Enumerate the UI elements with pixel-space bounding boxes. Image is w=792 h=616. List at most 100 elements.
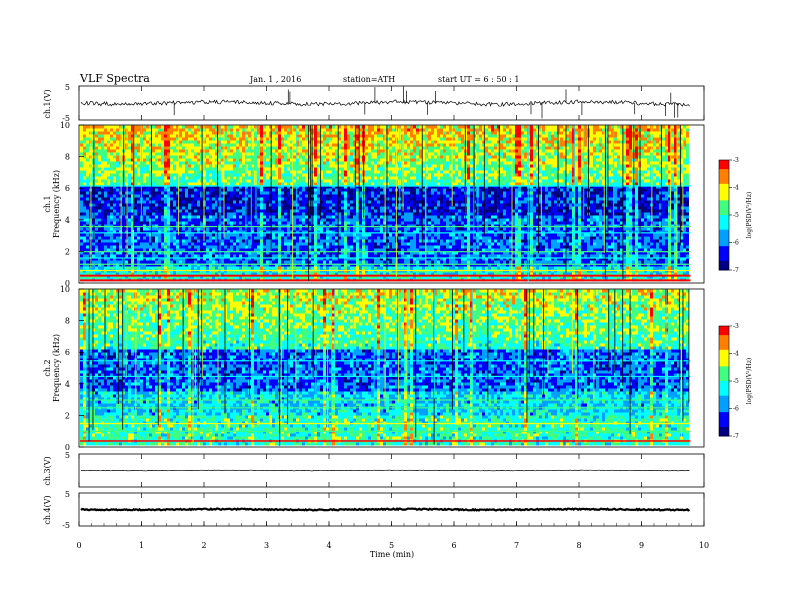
spec1-pixel bbox=[173, 263, 176, 267]
spec1-pixel bbox=[245, 155, 248, 159]
spec1-pixel bbox=[242, 176, 245, 180]
spec1-pixel bbox=[317, 185, 320, 189]
spec1-pixel bbox=[329, 164, 332, 168]
spec1-pixel bbox=[365, 137, 368, 141]
spec1-pixel bbox=[260, 236, 263, 240]
spec1-pixel bbox=[158, 176, 161, 180]
spec1-pixel bbox=[191, 143, 194, 147]
spec1-pixel bbox=[113, 206, 116, 210]
spec1-pixel bbox=[242, 158, 245, 162]
spec1-pixel bbox=[296, 233, 299, 237]
spec1-pixel bbox=[266, 230, 269, 234]
spec1-pixel bbox=[95, 272, 98, 276]
spec1-pixel bbox=[179, 158, 182, 162]
spec1-pixel bbox=[335, 140, 338, 144]
spec1-pixel bbox=[80, 275, 83, 279]
spec1-pixel bbox=[326, 161, 329, 165]
spec1-pixel bbox=[257, 215, 260, 219]
spec1-pixel bbox=[167, 227, 170, 231]
spec1-pixel bbox=[146, 194, 149, 198]
spec1-pixel bbox=[305, 227, 308, 231]
spec1-pixel bbox=[125, 128, 128, 132]
spec1-pixel bbox=[248, 194, 251, 198]
spec1-pixel bbox=[362, 233, 365, 237]
spec1-pixel bbox=[92, 275, 95, 279]
spec1-pixel bbox=[221, 242, 224, 246]
spec1-pixel bbox=[218, 185, 221, 189]
spec1-pixel bbox=[83, 194, 86, 198]
spec1-pixel bbox=[149, 221, 152, 225]
spec1-pixel bbox=[350, 176, 353, 180]
spec1-pixel bbox=[326, 188, 329, 192]
spec1-pixel bbox=[308, 149, 311, 153]
spec1-pixel bbox=[200, 173, 203, 177]
spec1-pixel bbox=[80, 146, 83, 150]
spec1-pixel bbox=[302, 242, 305, 246]
spec1-pixel bbox=[356, 149, 359, 153]
spec1-pixel bbox=[287, 218, 290, 222]
spec1-pixel bbox=[350, 182, 353, 186]
spec1-pixel bbox=[119, 203, 122, 207]
spec1-pixel bbox=[200, 167, 203, 171]
spec1-pixel bbox=[317, 140, 320, 144]
spec1-pixel bbox=[236, 239, 239, 243]
spec1-pixel bbox=[290, 137, 293, 141]
spec1-pixel bbox=[86, 125, 89, 129]
spec1-pixel bbox=[245, 257, 248, 261]
spec1-pixel bbox=[257, 248, 260, 252]
spec1-pixel bbox=[176, 149, 179, 153]
spec1-pixel bbox=[275, 200, 278, 204]
spec1-pixel bbox=[209, 155, 212, 159]
spec1-pixel bbox=[233, 185, 236, 189]
spec1-pixel bbox=[236, 236, 239, 240]
spec1-pixel bbox=[257, 170, 260, 174]
spec1-pixel bbox=[200, 185, 203, 189]
spec1-pixel bbox=[305, 221, 308, 225]
spec1-pixel bbox=[155, 257, 158, 261]
spec1-pixel bbox=[125, 275, 128, 279]
spec1-pixel bbox=[209, 206, 212, 210]
spec1-pixel bbox=[95, 257, 98, 261]
spec1-pixel bbox=[104, 260, 107, 264]
spec1-pixel bbox=[329, 158, 332, 162]
spec1-pixel bbox=[257, 275, 260, 279]
spec1-pixel bbox=[236, 155, 239, 159]
spec1-pixel bbox=[350, 227, 353, 231]
spec1-pixel bbox=[227, 140, 230, 144]
spec1-pixel bbox=[257, 182, 260, 186]
spec1-pixel bbox=[242, 125, 245, 129]
spec1-pixel bbox=[335, 173, 338, 177]
spec1-pixel bbox=[221, 248, 224, 252]
spec1-pixel bbox=[269, 257, 272, 261]
spec1-pixel bbox=[119, 134, 122, 138]
spec1-pixel bbox=[110, 134, 113, 138]
spec1-pixel bbox=[83, 146, 86, 150]
spec1-pixel bbox=[218, 173, 221, 177]
spec1-pixel bbox=[161, 236, 164, 240]
spec1-pixel bbox=[221, 185, 224, 189]
spec1-pixel bbox=[290, 233, 293, 237]
spec1-pixel bbox=[269, 233, 272, 237]
spec1-pixel bbox=[290, 146, 293, 150]
spec1-pixel bbox=[323, 245, 326, 249]
spec1-pixel bbox=[284, 251, 287, 255]
spec1-pixel bbox=[356, 128, 359, 132]
spec1-pixel bbox=[116, 170, 119, 174]
spec1-pixel bbox=[215, 245, 218, 249]
spec1-pixel bbox=[179, 131, 182, 135]
spec1-pixel bbox=[314, 257, 317, 261]
spec1-pixel bbox=[365, 206, 368, 210]
spec1-pixel bbox=[101, 161, 104, 165]
spec1-pixel bbox=[170, 242, 173, 246]
spec1-pixel bbox=[191, 140, 194, 144]
spec1-pixel bbox=[194, 182, 197, 186]
spec1-pixel bbox=[104, 203, 107, 207]
spec1-pixel bbox=[260, 212, 263, 216]
spec1-pixel bbox=[242, 200, 245, 204]
spec1-pixel bbox=[287, 143, 290, 147]
spec1-pixel bbox=[350, 131, 353, 135]
spec1-pixel bbox=[266, 206, 269, 210]
spec1-pixel bbox=[263, 188, 266, 192]
spec1-pixel bbox=[149, 134, 152, 138]
spec1-pixel bbox=[110, 167, 113, 171]
